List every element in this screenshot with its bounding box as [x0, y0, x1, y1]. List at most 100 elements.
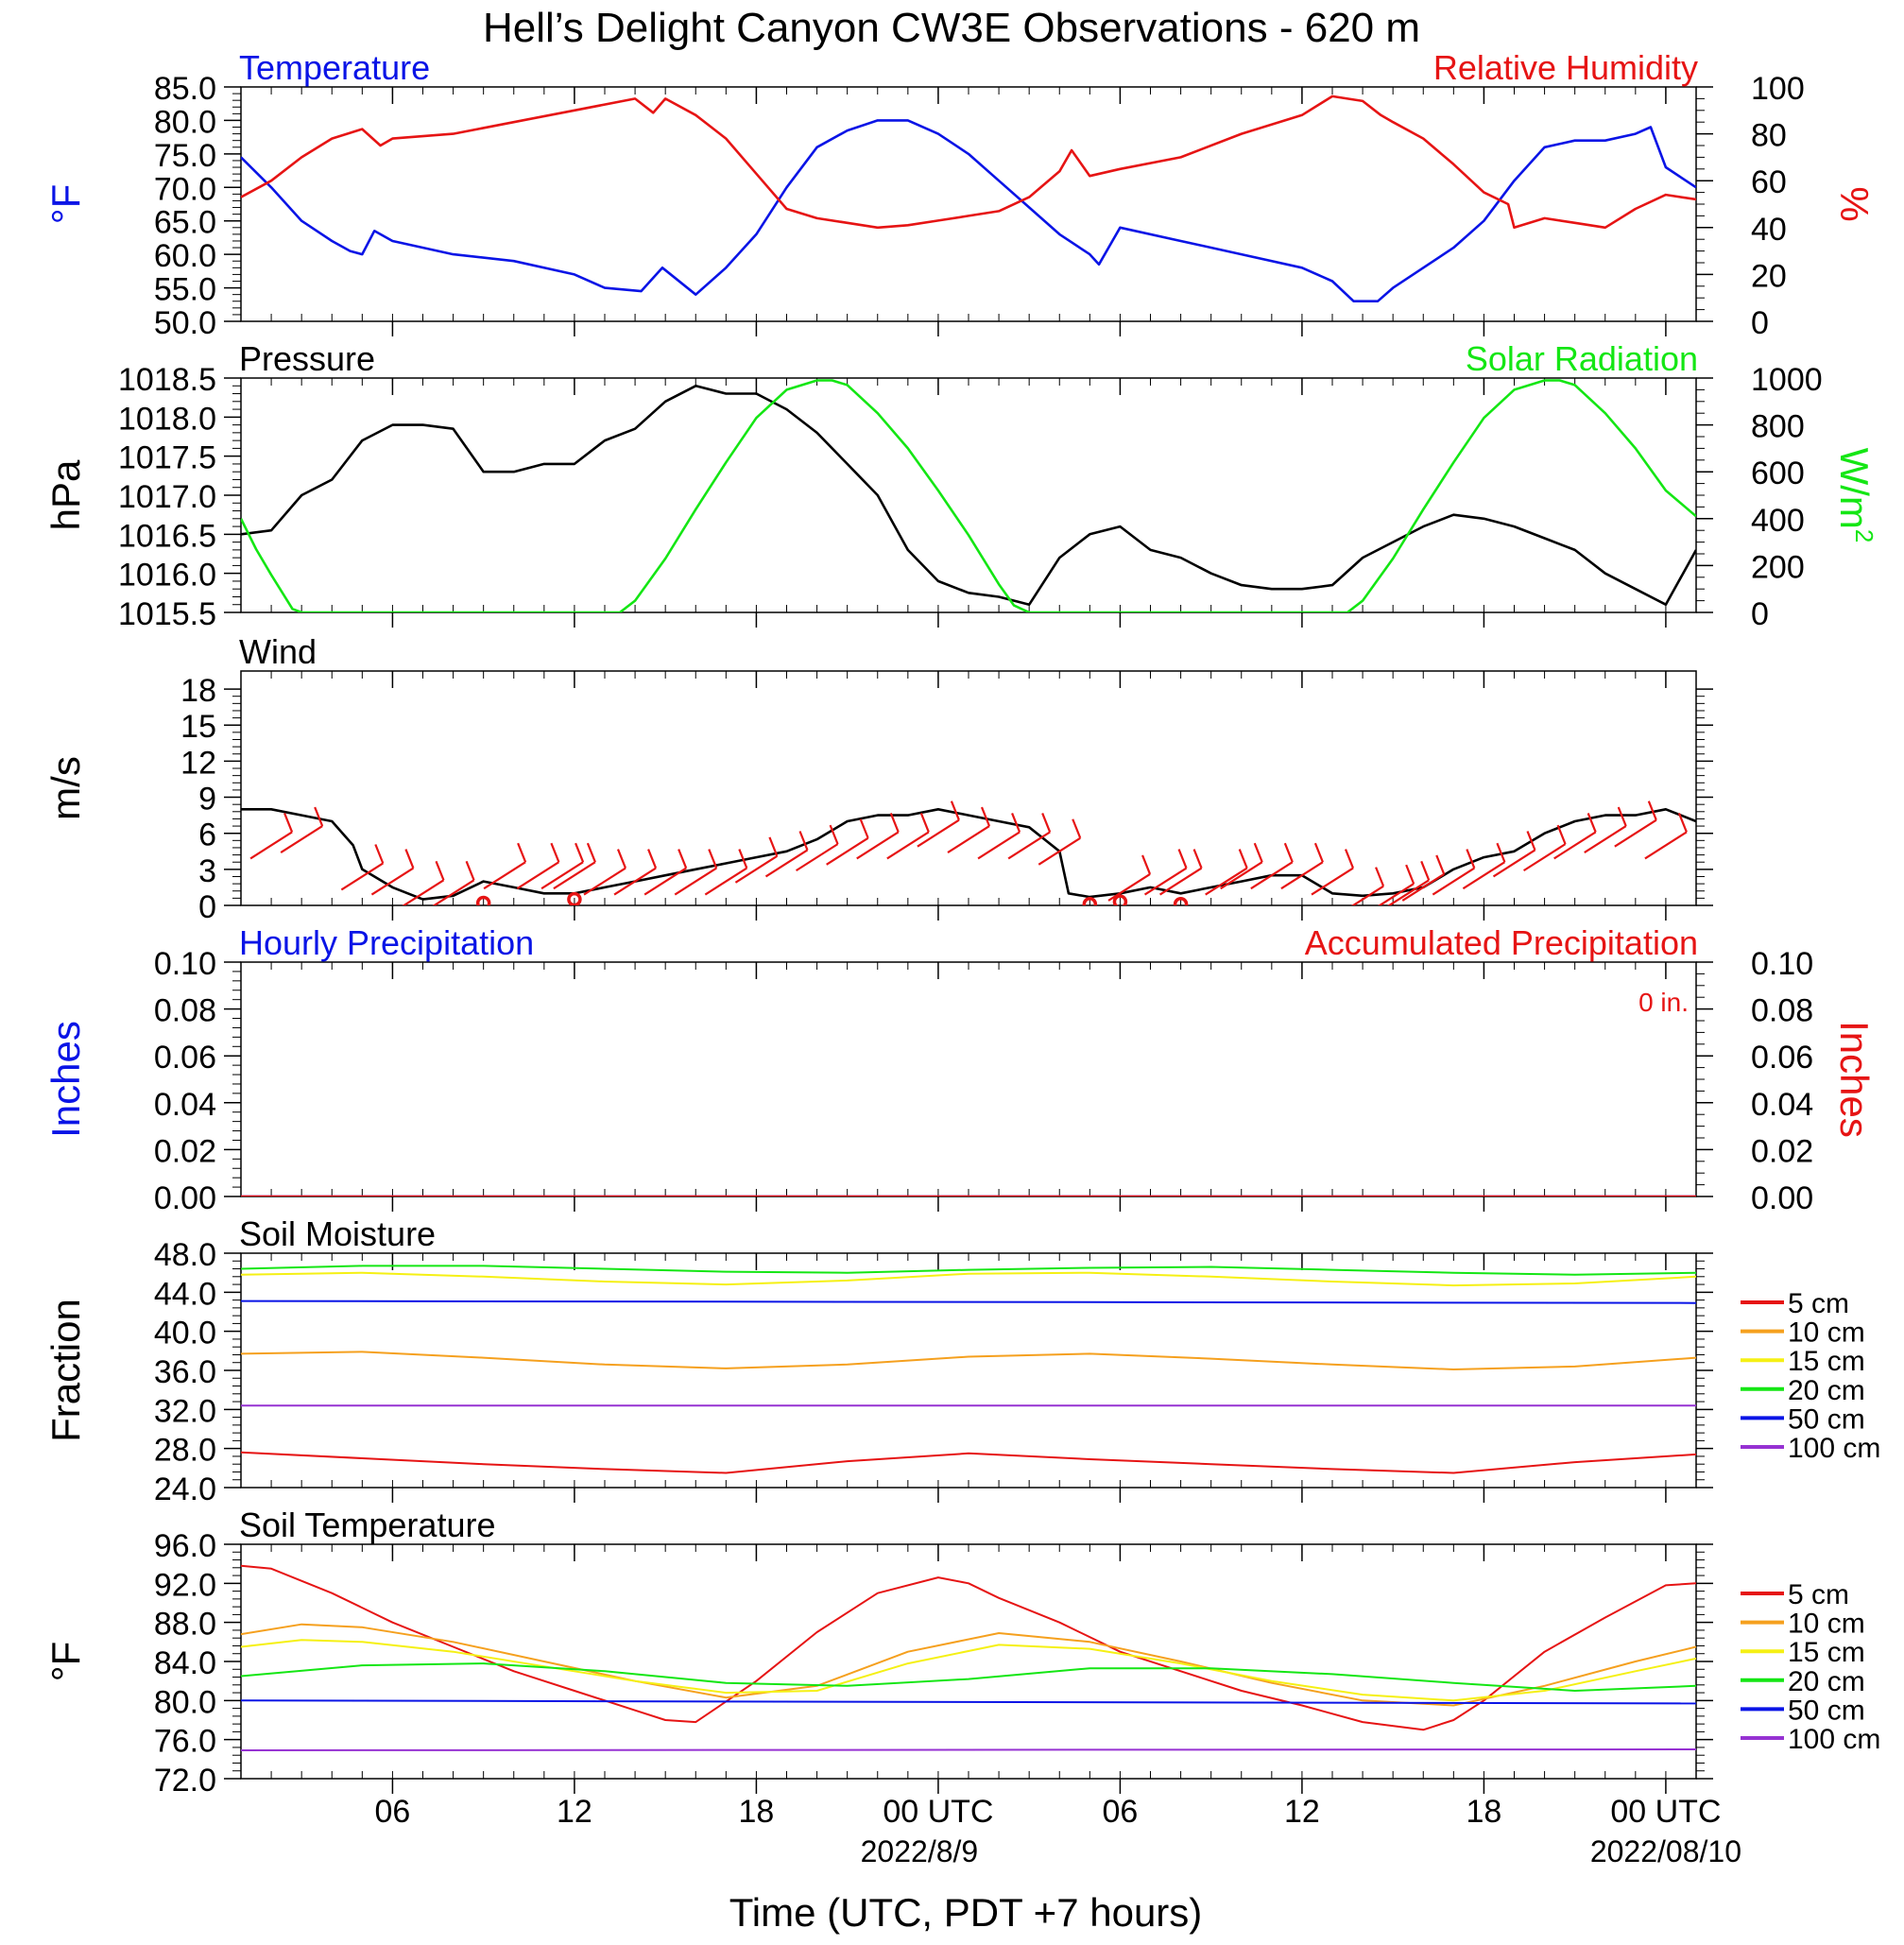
wind-barb: [613, 849, 658, 896]
wind-barb-shaft: [540, 861, 584, 890]
series-pressure: [241, 385, 1696, 606]
wind-barb: [340, 844, 385, 891]
wind-barb-shaft: [734, 854, 779, 884]
wind-barb-flag: [1283, 842, 1294, 863]
x-date-label: 2022/8/9: [861, 1834, 979, 1868]
left-y-tick-label: 92.0: [154, 1567, 216, 1603]
wind-barb: [764, 831, 809, 878]
wind-barb: [1107, 854, 1152, 902]
left-y-tick-label: 85.0: [154, 71, 216, 107]
series-100-cm: [241, 1748, 1696, 1751]
left-y-axis-label: Inches: [43, 1021, 88, 1138]
wind-barb-flag: [647, 849, 658, 869]
left-y-tick-label: 32.0: [154, 1393, 216, 1429]
wind-barb-flag: [798, 831, 809, 851]
wind-barb: [1522, 824, 1567, 872]
wind-barb: [553, 842, 596, 890]
wind-barb: [1584, 806, 1627, 853]
wind-barb-shaft: [1462, 861, 1506, 890]
left-y-tick-label: 36.0: [154, 1354, 216, 1390]
left-y-tick-label: 40.0: [154, 1316, 216, 1351]
wind-barb-shaft: [1205, 867, 1248, 896]
left-y-tick-label: 72.0: [154, 1763, 216, 1799]
wind-barb-shaft: [483, 861, 526, 890]
right-y-axis-label: %: [1832, 186, 1877, 221]
calm-wind-marker: [1173, 896, 1189, 905]
series-relative-humidity: [241, 95, 1696, 230]
wind-barb: [1614, 800, 1657, 848]
wind-barb-flag: [465, 860, 475, 881]
wind-barb: [1143, 849, 1188, 896]
wind-barb-flag: [283, 813, 294, 833]
wind-barb: [370, 849, 415, 896]
legend-label: 50 cm: [1788, 1403, 1865, 1435]
wind-barb-shaft: [1492, 849, 1536, 878]
left-y-tick-label: 88.0: [154, 1607, 216, 1643]
right-y-tick-label: 0.08: [1751, 993, 1813, 1029]
calm-wind-marker: [1082, 896, 1098, 905]
series-group: [241, 1265, 1696, 1474]
legend-label: 100 cm: [1788, 1724, 1880, 1755]
series-20-cm: [241, 1662, 1696, 1692]
wind-barb-shaft: [516, 861, 560, 890]
wind-barb: [1644, 813, 1688, 860]
left-y-axis-label: °F: [43, 1642, 88, 1681]
wind-barb-flag: [435, 860, 445, 881]
right-y-tick-label: 0.04: [1751, 1087, 1813, 1123]
chart-title: Hell’s Delight Canyon CW3E Observations …: [483, 5, 1420, 51]
wind-barb-flag: [1420, 860, 1431, 881]
wind-barb-flag: [1647, 800, 1657, 821]
left-y-tick-label: 80.0: [154, 104, 216, 140]
wind-barb-shaft: [1614, 818, 1657, 848]
wind-barb-shaft: [977, 831, 1021, 860]
wind-barb-shaft: [1644, 831, 1688, 860]
plot-frame: [240, 1543, 1697, 1780]
series-15-cm: [241, 1639, 1696, 1702]
right-y-tick-label: 400: [1751, 503, 1805, 539]
right-y-tick-label: 80: [1751, 118, 1787, 154]
wind-barb-flag: [1556, 824, 1567, 845]
left-y-axis-label: Fraction: [43, 1299, 88, 1442]
x-tick-label: 18: [1467, 1794, 1502, 1830]
wind-barb-shaft: [370, 867, 415, 896]
right-y-tick-label: 40: [1751, 212, 1787, 248]
series-10-cm: [241, 1623, 1696, 1707]
wind-barb-flag: [1313, 842, 1324, 863]
plot-frame: [240, 86, 1697, 322]
wind-barb-shaft: [1220, 861, 1263, 890]
wind-barb-shaft: [1007, 831, 1051, 860]
right-y-tick-label: 0.02: [1751, 1133, 1813, 1169]
wind-barb-flag: [980, 806, 991, 827]
panel-left-title: Wind: [239, 632, 317, 671]
left-y-tick-label: 0.02: [154, 1133, 216, 1169]
wind-barb: [643, 849, 688, 896]
wind-barb-flag: [550, 842, 560, 863]
wind-barb-flag: [1177, 849, 1188, 869]
wind-barb-shaft: [402, 879, 445, 905]
panel-right-title: Relative Humidity: [1433, 48, 1698, 87]
panel-left-title: Hourly Precipitation: [239, 923, 534, 962]
wind-barb: [1378, 864, 1415, 905]
right-y-axis-label: W/m2: [1832, 448, 1878, 543]
wind-barb-flag: [517, 842, 527, 863]
right-y-tick-label: 800: [1751, 409, 1805, 445]
wind-barb: [1250, 842, 1294, 890]
right-y-axis-label-text: Inches: [1832, 1021, 1877, 1138]
panel-right-title: Solar Radiation: [1466, 339, 1698, 378]
wind-barb: [1492, 831, 1536, 878]
left-y-tick-label: 28.0: [154, 1433, 216, 1469]
wind-barb-shaft: [553, 861, 596, 890]
wind-barb: [1311, 849, 1355, 896]
wind-barb: [856, 813, 900, 860]
left-y-tick-label: 76.0: [154, 1724, 216, 1760]
wind-barb-flag: [1072, 818, 1082, 839]
right-y-axis-label-text: W/m: [1832, 448, 1877, 529]
right-y-tick-label: 0.10: [1751, 946, 1813, 982]
left-y-tick-label: 1016.0: [118, 558, 216, 594]
x-date-label: 2022/08/10: [1590, 1834, 1741, 1868]
series-20-cm: [241, 1265, 1696, 1276]
left-y-tick-label: 6: [198, 818, 216, 853]
